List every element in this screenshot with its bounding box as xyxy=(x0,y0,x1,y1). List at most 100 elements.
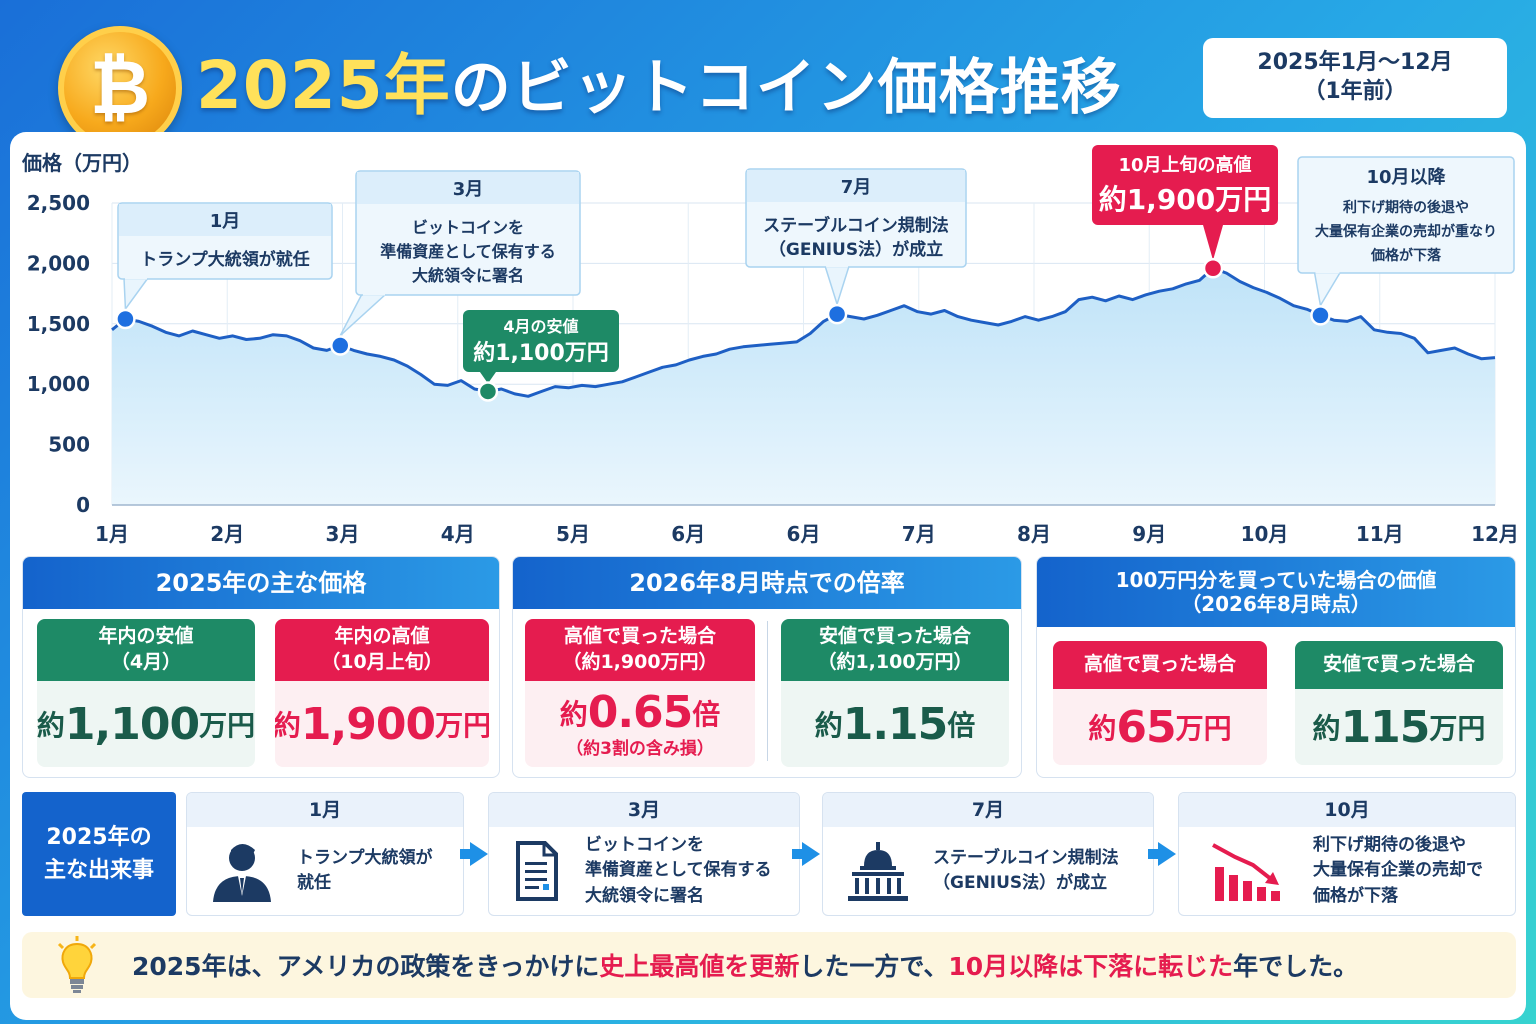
yearly-low-sub: （4月） xyxy=(110,651,182,673)
yearly-low-unit: 万円 xyxy=(199,709,255,742)
yearly-low-prefix: 約 xyxy=(37,709,65,742)
value-low-unit: 万円 xyxy=(1429,712,1486,745)
low-multiplier-value: 1.15 xyxy=(842,698,949,750)
event-month: 7月 xyxy=(823,793,1153,827)
callout-july-text: ステーブルコイン規制法 xyxy=(763,215,949,236)
callout-march-text: 大統領令に署名 xyxy=(412,266,524,285)
event-card-january: 1月 トランプ大統領が 就任 xyxy=(186,792,464,916)
x-tick-label: 4月 xyxy=(441,522,475,546)
callout-january-month: 1月 xyxy=(210,211,241,232)
high-buy-multiplier-box: 高値で買った場合 （約1,900万円） 約 0.65 倍 （約3割の含み損） xyxy=(525,619,755,767)
yearly-low-box: 年内の安値 （4月） 約 1,100 万円 xyxy=(37,619,255,767)
callout-october-later-text: 利下げ期待の後退や xyxy=(1343,199,1469,216)
title-year: 2025年 xyxy=(196,47,451,124)
x-tick-label: 9月 xyxy=(1132,522,1166,546)
callout-march-text: 準備資産として保有する xyxy=(380,242,556,261)
value-high-value: 65 xyxy=(1116,701,1176,753)
low-marker xyxy=(477,381,499,402)
summary-emphasis-decline: 10月以降は下落に転じた xyxy=(948,952,1234,981)
x-tick-label: 2月 xyxy=(210,522,244,546)
callout-july-pointer xyxy=(824,265,851,307)
event-month: 10月 xyxy=(1179,793,1515,827)
price-chart: 価格（万円） 0 500 1,000 1,500 2,000 2,500 1月 2月 3月 4月 5月… xyxy=(21,145,1519,546)
yearly-high-box: 年内の高値 （10月上旬） 約 1,900 万円 xyxy=(275,619,489,767)
lightbulb-icon xyxy=(22,936,132,994)
event-marker xyxy=(115,308,136,330)
event-text: 利下げ期待の後退や 大量保有企業の売却で 価格が下落 xyxy=(1313,834,1483,906)
value-high-prefix: 約 xyxy=(1088,712,1117,745)
high-multiplier-unit: 倍 xyxy=(692,697,721,731)
event-text: トランプ大統領が 就任 xyxy=(297,847,433,894)
high-marker xyxy=(1202,257,1224,279)
value-card-header: 100万円分を買っていた場合の価値 （2026年8月時点） xyxy=(1037,557,1515,627)
callout-july-month: 7月 xyxy=(841,177,872,198)
yearly-high-label: 年内の高値 xyxy=(334,625,430,648)
callout-march-header xyxy=(357,172,579,204)
high-multiplier-prefix: 約 xyxy=(559,697,588,731)
callout-july-header xyxy=(747,170,965,202)
price-area xyxy=(112,268,1495,505)
capitol-icon xyxy=(823,840,933,902)
x-tick-label: 1月 xyxy=(95,522,129,546)
callout-july-text: （GENIUS法）が成立 xyxy=(769,239,943,260)
callout-january-pointer xyxy=(123,277,150,312)
low-label-pointer xyxy=(479,372,496,384)
yearly-high-unit: 万円 xyxy=(435,709,489,742)
event-marker xyxy=(330,335,351,356)
yearly-low-value: 1,100 xyxy=(64,698,200,750)
value-low-prefix: 約 xyxy=(1312,712,1341,745)
y-tick-label: 1,500 xyxy=(27,312,90,336)
y-axis-label: 価格（万円） xyxy=(21,151,142,175)
high-label-value: 約1,900万円 xyxy=(1099,183,1272,216)
callout-october-later-pointer xyxy=(1313,271,1342,308)
yearly-low-label: 年内の安値 xyxy=(98,625,194,648)
low-multiplier-unit: 倍 xyxy=(947,709,976,742)
falling-chart-icon xyxy=(1179,839,1313,903)
value-low-value: 115 xyxy=(1340,701,1431,753)
main-prices-card: 2025年の主な価格 年内の安値 （4月） 約 1,100 万円 年内の高値 （10月上… xyxy=(22,556,500,778)
y-tick-label: 2,000 xyxy=(27,251,90,275)
x-tick-label: 6月 xyxy=(671,522,705,546)
value-high-unit: 万円 xyxy=(1175,712,1232,745)
value-card-subtitle: （2026年8月時点） xyxy=(1181,592,1371,616)
person-icon xyxy=(187,840,297,902)
x-tick-label: 12月 xyxy=(1471,522,1519,546)
title-rest: のビットコイン価格推移 xyxy=(450,53,1122,123)
event-month: 3月 xyxy=(489,793,799,827)
y-tick-label: 500 xyxy=(48,433,90,457)
x-tick-label: 6月 xyxy=(787,522,821,546)
value-card-title: 100万円分を買っていた場合の価値 xyxy=(1115,568,1437,592)
summary-bar: 2025年は、アメリカの政策をきっかけに史上最高値を更新した一方で、10月以降は… xyxy=(22,932,1516,998)
page-title: 2025年のビットコイン価格推移 xyxy=(196,32,1122,128)
loss-note: （約3割の含み損） xyxy=(566,739,714,759)
multiplier-card: 2026年8月時点での倍率 高値で買った場合 （約1,900万円） 約 0.65 倍 … xyxy=(512,556,1022,778)
events-label: 2025年の 主な出来事 xyxy=(22,792,176,916)
multiplier-title: 2026年8月時点での倍率 xyxy=(513,557,1021,609)
low-buy-label: 安値で買った場合 xyxy=(818,625,971,648)
value-high-label: 高値で買った場合 xyxy=(1083,653,1236,676)
arrow-right-icon xyxy=(1148,842,1176,866)
summary-text: 2025年は、アメリカの政策をきっかけに史上最高値を更新した一方で、10月以降は… xyxy=(132,952,1359,981)
event-card-october: 10月 利下げ期待の後退や 大量保有企業の売却で 価格が下落 xyxy=(1178,792,1516,916)
high-label-box xyxy=(1092,145,1278,225)
event-text: ステーブルコイン規制法 （GENIUS法）が成立 xyxy=(933,847,1119,894)
low-buy-value-box: 安値で買った場合 約 115 万円 xyxy=(1295,641,1503,765)
low-multiplier-prefix: 約 xyxy=(814,709,843,742)
callout-march-pointer xyxy=(339,293,388,337)
arrow-right-icon xyxy=(460,842,488,866)
x-tick-label: 3月 xyxy=(326,522,360,546)
main-prices-title: 2025年の主な価格 xyxy=(23,557,499,609)
period-note: （1年前） xyxy=(1303,79,1407,104)
event-card-march: 3月 ビットコインを 準備資産として保有する 大統領令に署名 xyxy=(488,792,800,916)
document-icon xyxy=(489,840,585,902)
x-tick-label: 7月 xyxy=(902,522,936,546)
low-buy-multiplier-box: 安値で買った場合 （約1,100万円） 約 1.15 倍 xyxy=(781,619,1009,767)
yearly-high-sub: （10月上旬） xyxy=(321,651,443,673)
x-tick-label: 8月 xyxy=(1017,522,1051,546)
divider xyxy=(767,621,768,761)
y-tick-label: 0 xyxy=(76,493,90,517)
high-label-pointer xyxy=(1203,225,1224,261)
callout-january-text: トランプ大統領が就任 xyxy=(140,249,310,270)
event-text: ビットコインを 準備資産として保有する 大統領令に署名 xyxy=(585,834,772,906)
